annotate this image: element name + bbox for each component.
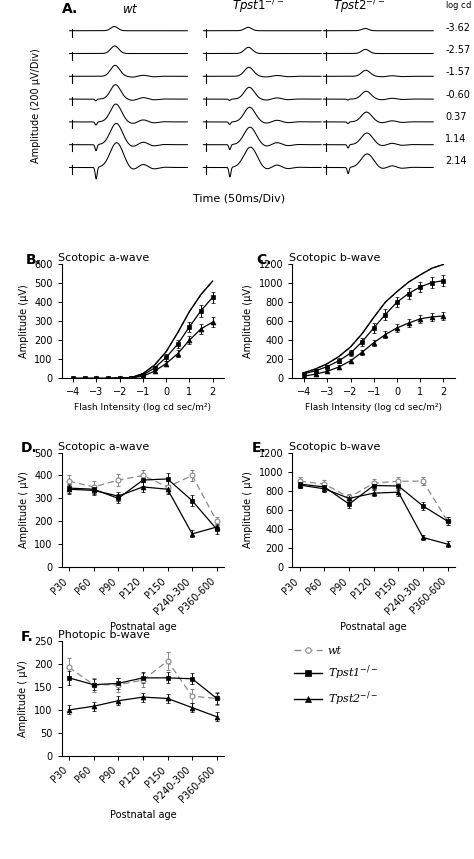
X-axis label: Postnatal age: Postnatal age (109, 810, 176, 820)
Text: 1.14: 1.14 (445, 134, 466, 143)
Text: B.: B. (26, 253, 42, 266)
Text: -1.57: -1.57 (445, 68, 470, 77)
Text: C.: C. (257, 253, 272, 266)
Text: -0.60: -0.60 (445, 89, 470, 100)
X-axis label: Postnatal age: Postnatal age (109, 622, 176, 631)
Text: -2.57: -2.57 (445, 46, 471, 55)
Text: $Tpst2^{-/-}$: $Tpst2^{-/-}$ (333, 0, 385, 16)
Y-axis label: Amplitude (μV): Amplitude (μV) (18, 284, 28, 358)
X-axis label: Flash Intensity (log cd sec/m²): Flash Intensity (log cd sec/m²) (305, 403, 442, 412)
Text: Time (50ms/Div): Time (50ms/Div) (192, 193, 285, 204)
Text: Scotopic b-wave: Scotopic b-wave (289, 253, 381, 263)
Text: 2.14: 2.14 (445, 156, 467, 166)
Text: Amplitude (200 μV/Div): Amplitude (200 μV/Div) (31, 48, 41, 163)
Y-axis label: Amplitude ( μV): Amplitude ( μV) (18, 660, 28, 737)
X-axis label: Postnatal age: Postnatal age (340, 622, 407, 631)
Y-axis label: Amplitude (μV): Amplitude (μV) (243, 284, 253, 358)
Text: $Tpst1^{-/-}$: $Tpst1^{-/-}$ (232, 0, 284, 16)
Text: F.: F. (21, 630, 34, 643)
Text: D.: D. (21, 442, 38, 455)
Text: log cd sec/m$^2$: log cd sec/m$^2$ (445, 0, 474, 13)
Text: A.: A. (62, 3, 78, 16)
Text: -3.62: -3.62 (445, 23, 470, 34)
Legend: wt, Tpst1$^{-/-}$, Tpst2$^{-/-}$: wt, Tpst1$^{-/-}$, Tpst2$^{-/-}$ (290, 641, 383, 713)
Text: Photopic b-wave: Photopic b-wave (58, 631, 150, 641)
Y-axis label: Amplitude ( μV): Amplitude ( μV) (243, 472, 253, 548)
Text: Scotopic a-wave: Scotopic a-wave (58, 442, 150, 452)
Text: Scotopic a-wave: Scotopic a-wave (58, 253, 150, 263)
Text: $wt$: $wt$ (122, 3, 139, 16)
Text: E.: E. (252, 442, 266, 455)
Y-axis label: Amplitude ( μV): Amplitude ( μV) (18, 472, 28, 548)
Text: Scotopic b-wave: Scotopic b-wave (289, 442, 381, 452)
Text: 0.37: 0.37 (445, 112, 467, 122)
X-axis label: Flash Intensity (log cd sec/m²): Flash Intensity (log cd sec/m²) (74, 403, 211, 412)
